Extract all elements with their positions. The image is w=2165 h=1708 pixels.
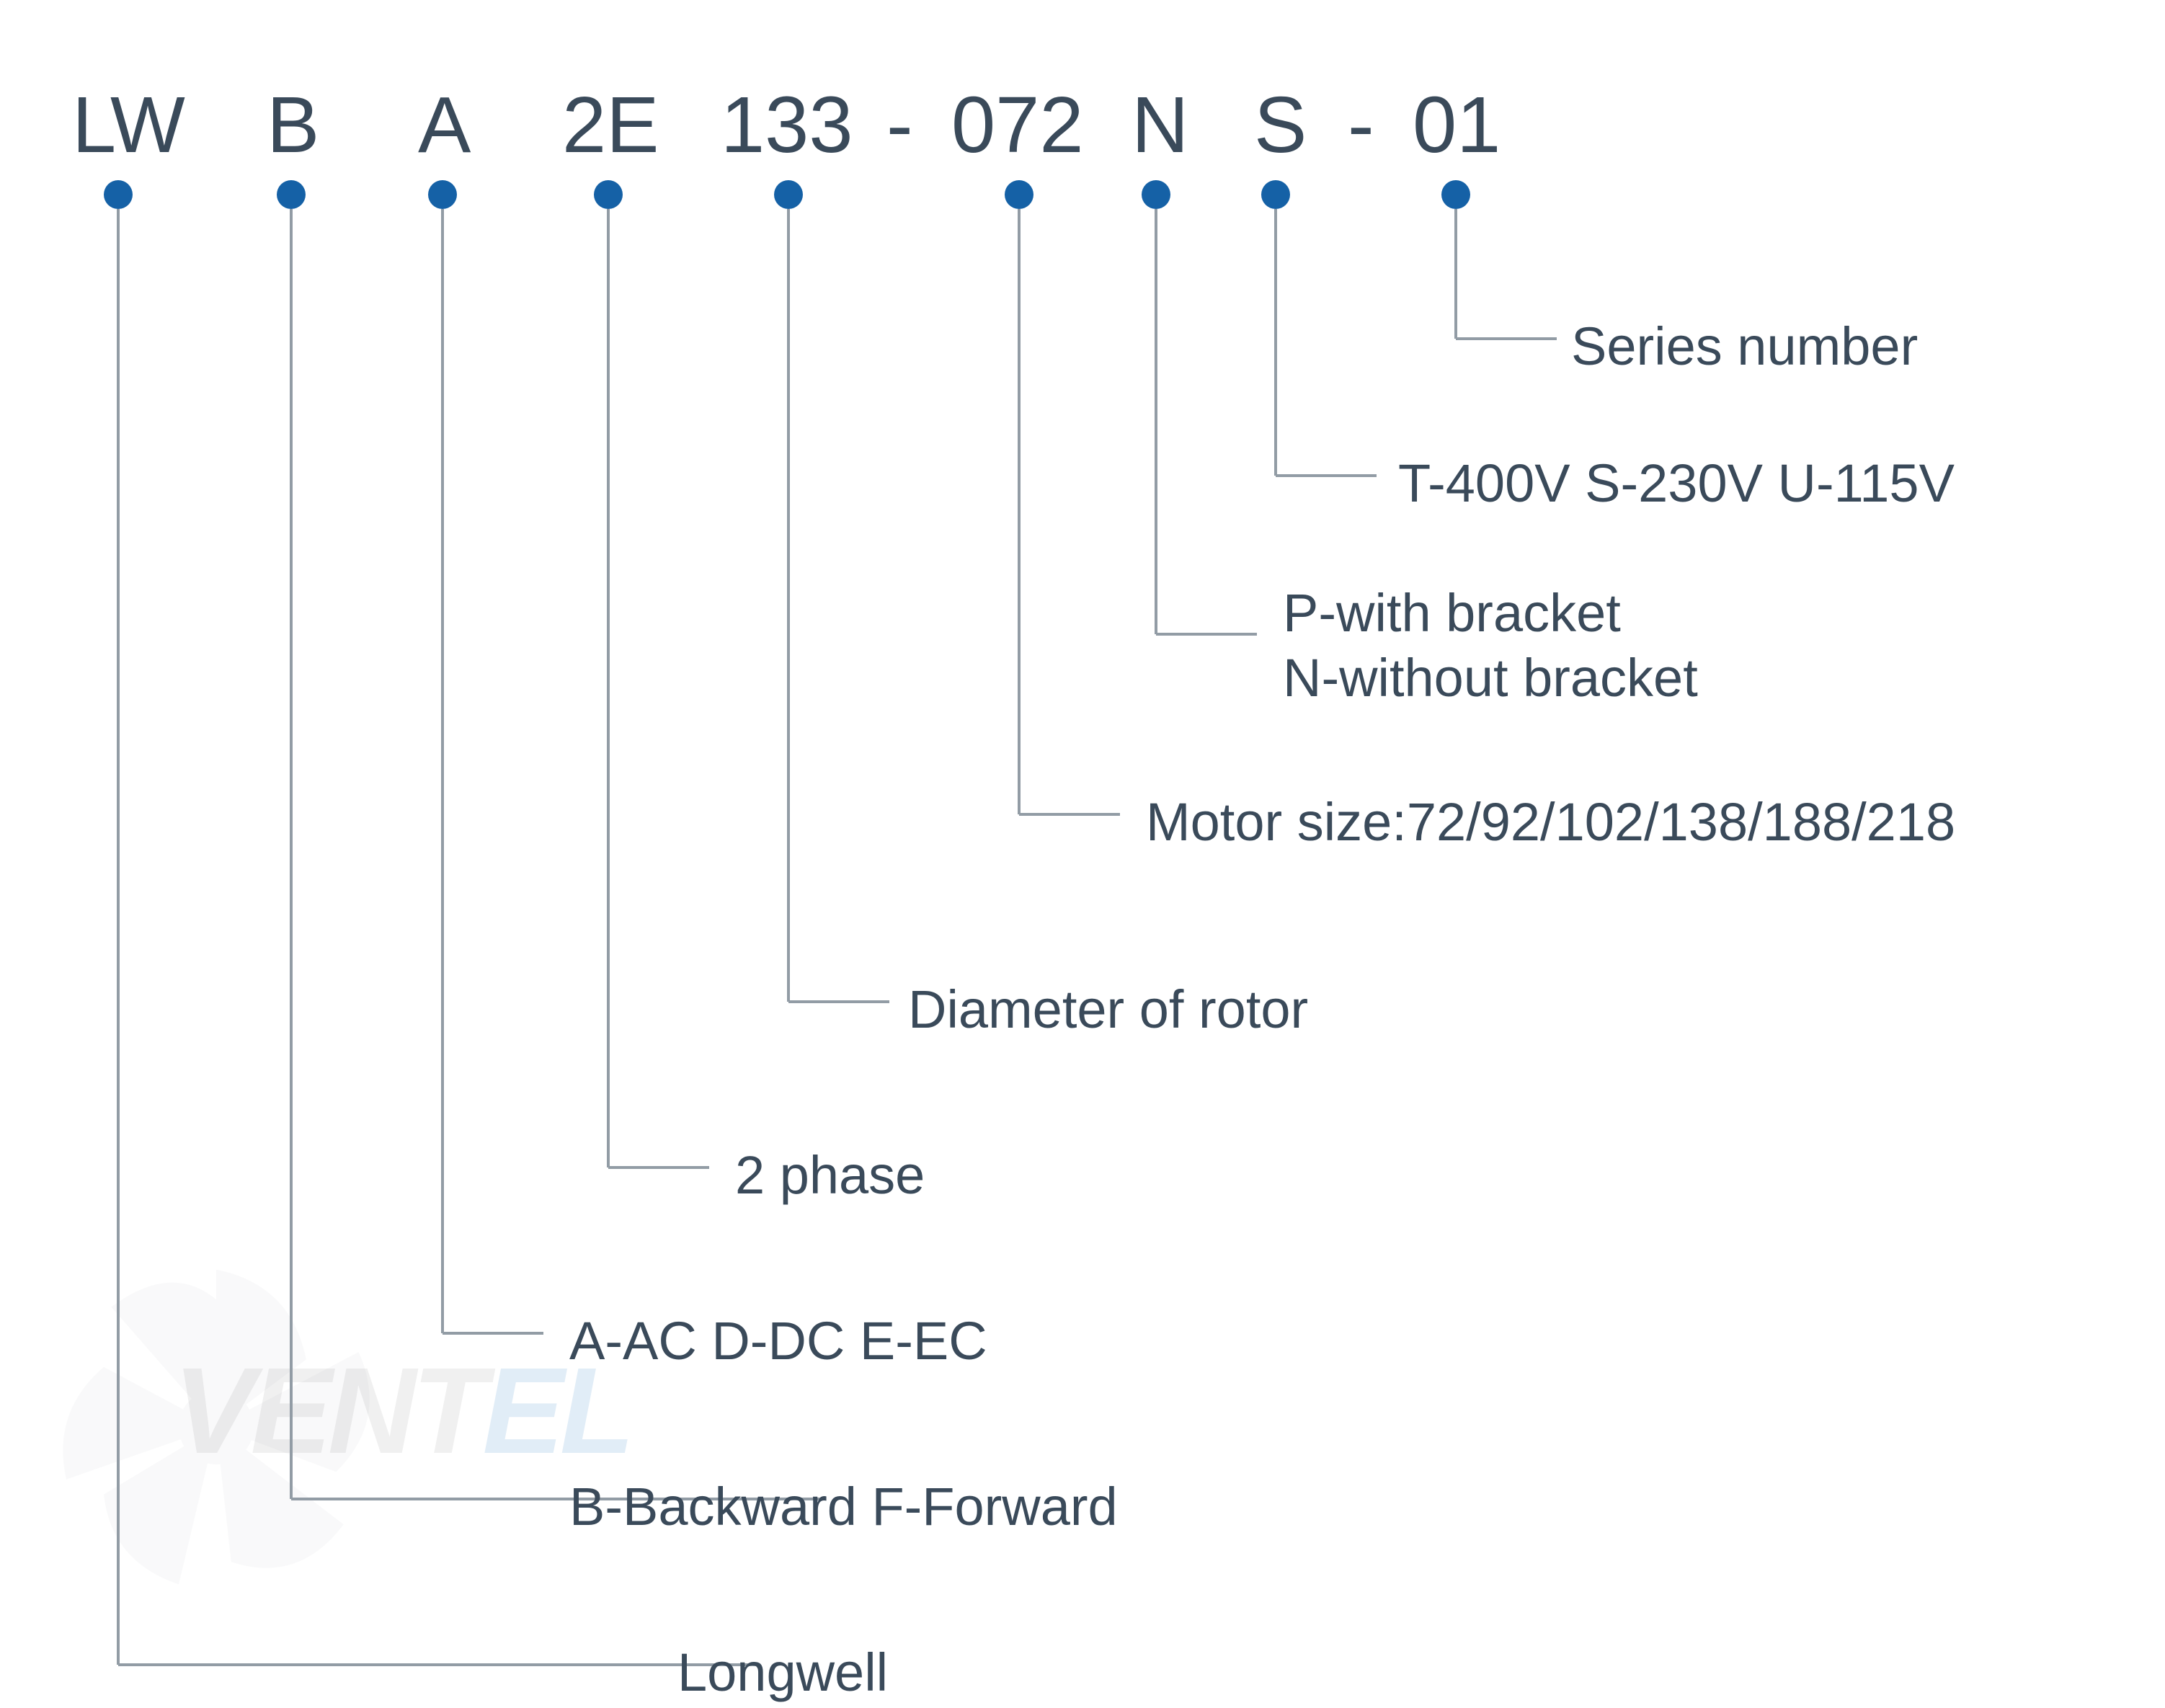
code-segment-4: 133 [721,79,853,171]
description-5: 2 phase [735,1144,925,1206]
description-2: P-with bracket [1283,582,1621,644]
code-segment-3: 2E [562,79,659,171]
code-segment-10: 01 [1413,79,1501,171]
dot-7 [1142,180,1170,209]
dot-2 [428,180,457,209]
code-segment-8: S [1254,79,1307,171]
description-7: B-Backward F-Forward [569,1476,1118,1537]
dot-10 [1441,180,1470,209]
dot-3 [594,180,623,209]
dot-1 [277,180,306,209]
code-segment-7: N [1132,79,1188,171]
watermark-fan-icon [29,1240,404,1614]
code-segment-0: LW [72,79,185,171]
description-4: Diameter of rotor [908,979,1308,1040]
code-segment-5: - [886,79,913,171]
code-segment-6: 072 [951,79,1084,171]
code-segment-9: - [1348,79,1374,171]
dot-6 [1005,180,1033,209]
watermark-brand-text: VENTEL [173,1340,631,1482]
code-segment-2: A [418,79,471,171]
description-2-line2: N-without bracket [1283,647,1698,708]
dot-4 [774,180,803,209]
description-6: A-AC D-DC E-EC [569,1310,987,1371]
description-8: Longwell [677,1642,888,1703]
description-1: T-400V S-230V U-115V [1398,453,1955,514]
dot-8 [1261,180,1290,209]
dot-0 [104,180,133,209]
description-0: Series number [1571,316,1918,377]
connector-lines [0,0,2165,1708]
description-3: Motor size:72/92/102/138/188/218 [1146,791,1955,853]
code-segment-1: B [267,79,319,171]
